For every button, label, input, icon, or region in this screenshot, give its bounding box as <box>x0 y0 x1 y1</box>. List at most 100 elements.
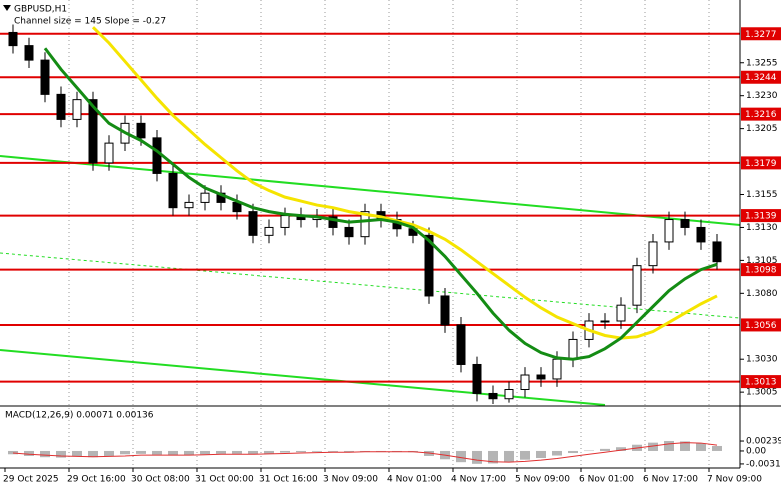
level-label: 1.3056 <box>745 321 777 331</box>
candle-body <box>472 363 482 394</box>
y-tick-label: 1.3080 <box>746 289 778 299</box>
y-tick-label: 1.3230 <box>746 91 778 101</box>
histogram-bar <box>600 448 610 451</box>
level-label-box <box>741 263 781 277</box>
histogram-bar <box>360 450 370 452</box>
level-label-box <box>741 27 781 41</box>
histogram-bar <box>136 450 146 454</box>
candle-body <box>344 226 354 238</box>
candle-body <box>200 192 210 203</box>
x-tick-label: 6 Nov 01:00 <box>579 475 634 485</box>
histogram-bar <box>296 450 306 453</box>
level-label: 1.3139 <box>745 212 777 222</box>
candle-body <box>712 241 722 263</box>
histogram-bar <box>680 441 690 451</box>
level-label-box <box>741 375 781 389</box>
candle-body <box>456 324 466 365</box>
histogram-bar <box>520 450 530 460</box>
candle-body <box>152 137 162 174</box>
candle-body <box>552 358 562 380</box>
histogram-bar <box>152 450 162 455</box>
y-tick-label: 1.3105 <box>746 256 778 266</box>
candle-body <box>24 45 34 61</box>
candle-body <box>360 211 370 238</box>
x-tick-label: 4 Nov 01:00 <box>387 475 442 485</box>
x-tick-label: 29 Oct 2025 <box>3 475 59 485</box>
macd-title: MACD(12,26,9) 0.00071 0.00136 <box>5 411 154 421</box>
y-tick-label: 1.3030 <box>746 355 778 365</box>
level-label: 1.3013 <box>745 378 777 388</box>
candle-body <box>88 99 98 164</box>
histogram-bar <box>200 450 210 455</box>
candle-body <box>632 265 642 306</box>
candle-body <box>328 216 338 228</box>
histogram-bar <box>536 450 546 459</box>
candle-body <box>616 304 626 322</box>
candle-body <box>56 93 66 120</box>
histogram-bar <box>280 450 290 453</box>
histogram-bar <box>184 450 194 456</box>
histogram-bar <box>168 450 178 456</box>
histogram-bar <box>104 450 114 456</box>
histogram-bar <box>8 450 18 455</box>
trend-line <box>0 155 741 226</box>
level-label-box <box>741 209 781 223</box>
candle-body <box>536 374 546 380</box>
histogram-bar <box>504 450 514 462</box>
histogram-bar <box>456 450 466 463</box>
collapse-icon[interactable] <box>3 5 11 11</box>
x-tick-label: 29 Oct 16:00 <box>67 475 126 485</box>
candle-body <box>664 219 674 243</box>
chart-subtitle: Channel size = 145 Slope = -0.27 <box>14 17 166 27</box>
candle-body <box>184 201 194 209</box>
histogram-bar <box>264 450 274 454</box>
level-label: 1.3098 <box>745 266 777 276</box>
histogram-bar <box>120 450 130 455</box>
candle-body <box>520 374 530 391</box>
level-label-box <box>741 107 781 121</box>
histogram-bar <box>584 450 594 452</box>
candle-body <box>248 211 258 236</box>
candle-body <box>424 234 434 297</box>
histogram-bar <box>24 450 34 456</box>
x-tick-label: 6 Nov 17:00 <box>643 475 698 485</box>
histogram-bar <box>216 450 226 454</box>
x-tick-label: 31 Oct 00:00 <box>195 475 254 485</box>
candle-body <box>168 172 178 209</box>
level-label: 1.3179 <box>745 159 777 169</box>
x-tick-label: 4 Nov 17:00 <box>451 475 506 485</box>
histogram-bar <box>312 450 322 452</box>
y-tick-label: 1.3005 <box>746 388 778 398</box>
histogram-bar <box>56 450 66 458</box>
level-label: 1.3216 <box>745 110 777 120</box>
level-label-box <box>741 70 781 84</box>
level-label: 1.3244 <box>745 73 777 83</box>
y-tick-label: -0.00312 <box>746 459 781 469</box>
candle-body <box>72 99 82 120</box>
histogram-bar <box>72 450 82 457</box>
trend-line <box>0 349 606 406</box>
candle-body <box>488 392 498 400</box>
x-tick-label: 31 Oct 16:00 <box>259 475 318 485</box>
histogram-bar <box>616 447 626 451</box>
price-pane: 1.32551.32301.32051.31551.31301.31051.30… <box>0 24 781 404</box>
x-tick-label: 7 Nov 09:00 <box>707 475 762 485</box>
line <box>43 47 718 361</box>
candle-body <box>136 122 146 139</box>
line <box>91 26 718 340</box>
histogram-bar <box>248 450 258 455</box>
histogram-bar <box>664 440 674 451</box>
histogram-bar <box>648 442 658 451</box>
candle-body <box>40 59 50 95</box>
histogram-bar <box>712 445 722 451</box>
candle-body <box>648 241 658 267</box>
y-tick-label: 1.3130 <box>746 223 778 233</box>
histogram-bar <box>88 450 98 458</box>
candle-body <box>568 338 578 360</box>
histogram-bar <box>40 450 50 458</box>
x-tick-label: 3 Nov 09:00 <box>323 475 378 485</box>
candle-body <box>600 320 610 323</box>
level-label-box <box>741 318 781 332</box>
